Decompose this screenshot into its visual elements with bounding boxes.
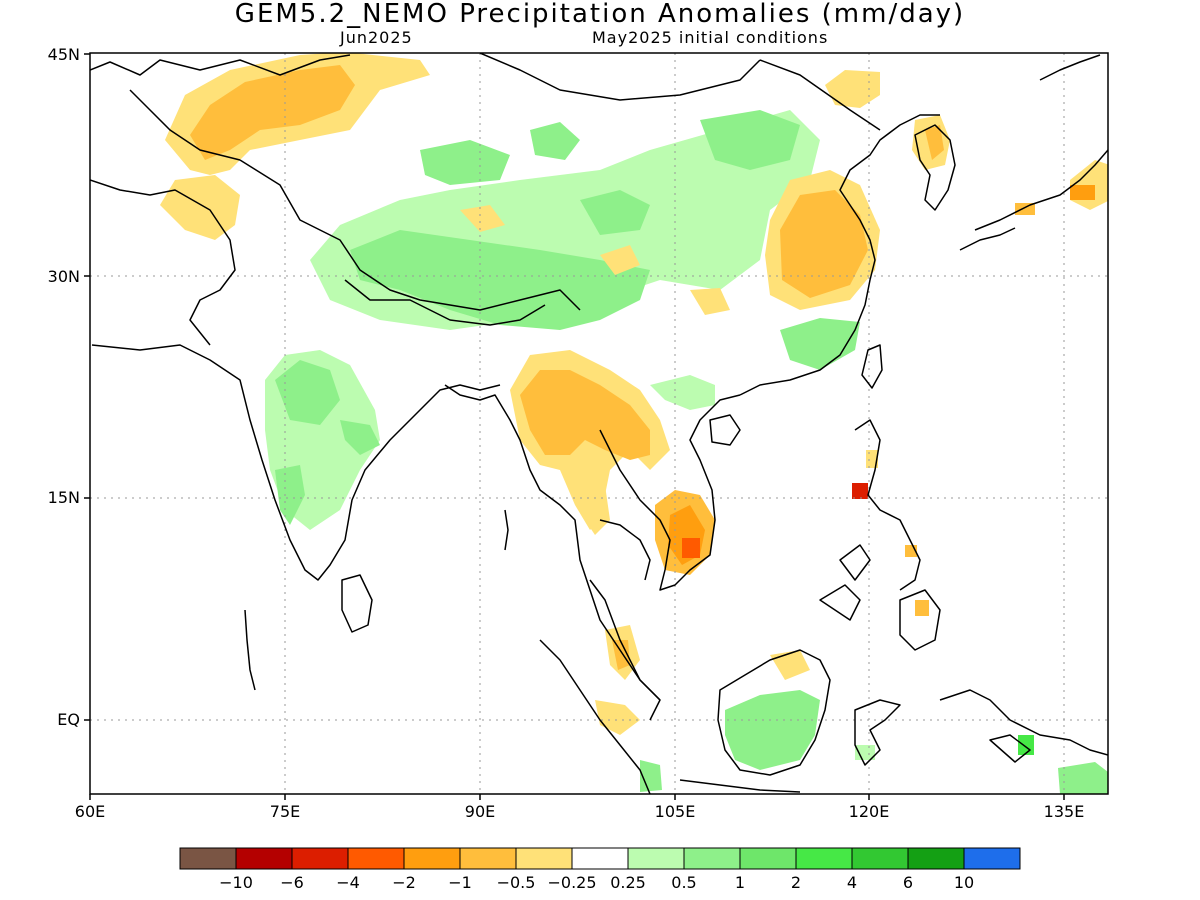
anomaly-field [160, 53, 1108, 794]
anomaly-borneo-wet [725, 690, 820, 770]
legend-label: 6 [903, 873, 913, 892]
legend-label: −2 [392, 873, 416, 892]
anomaly-india-wet-2 [275, 360, 340, 425]
legend-swatch [627, 847, 685, 870]
lon-label-120e: 120E [848, 802, 890, 821]
anomaly-vietnam-north-wet [650, 375, 715, 410]
lat-label-15n: 15N [47, 488, 80, 507]
legend-swatch [347, 847, 405, 870]
lon-label-75e: 75E [269, 802, 301, 821]
anomaly-luzon-core [852, 483, 868, 499]
anomaly-mindanao-dry [915, 600, 929, 616]
legend-swatch [571, 847, 629, 870]
anomaly-central-china-dry [600, 245, 640, 275]
legend-swatch [739, 847, 797, 870]
anomaly-korea-inner [925, 125, 944, 160]
map-frame [89, 52, 1109, 795]
anomaly-pakistan-west [160, 175, 240, 240]
forecast-month: Jun2025 [340, 28, 413, 47]
anomaly-central-china-dry-2 [690, 288, 730, 315]
anomaly-japan-core [1070, 185, 1095, 200]
legend-swatch [795, 847, 853, 870]
anomaly-malaysia-dry-2 [612, 640, 630, 670]
gridlines [90, 53, 1108, 794]
anomaly-east-indonesia-wet [1018, 735, 1034, 755]
anomaly-india-wet-4 [275, 465, 305, 525]
lat-label-45n: 45N [47, 45, 80, 64]
anomaly-luzon-dry [866, 450, 878, 468]
anomaly-tibet-dry-spot [460, 205, 505, 232]
legend-label: −10 [219, 873, 253, 892]
lon-label-105e: 105E [654, 802, 696, 821]
legend-label: −4 [336, 873, 360, 892]
anomaly-north-china-wet [700, 110, 800, 170]
legend-swatch [459, 847, 517, 870]
legend-swatch [851, 847, 909, 870]
lon-label-90e: 90E [464, 802, 496, 821]
chart-title: GEM5.2_NEMO Precipitation Anomalies (mm/… [234, 0, 966, 29]
lat-label-30n: 30N [47, 267, 80, 286]
color-legend: −10 −6 −4 −2 −1 −0.5 −0.25 0.25 0.5 1 2 4 6 10 [179, 847, 1021, 892]
axis-ticks [84, 53, 1065, 800]
legend-label: −1 [448, 873, 472, 892]
anomaly-sumatra-dry [595, 700, 640, 735]
legend-swatch [907, 847, 965, 870]
legend-swatch [683, 847, 741, 870]
lat-label-eq: EQ [57, 710, 80, 729]
legend-swatch [963, 847, 1021, 870]
anomaly-north-china-wet-2 [580, 190, 650, 235]
anomaly-indochina-inner [520, 370, 650, 460]
legend-label: −0.25 [547, 873, 596, 892]
legend-swatch [179, 847, 237, 870]
anomaly-mongolia-wet [530, 122, 580, 160]
legend-label: 2 [791, 873, 801, 892]
anomaly-india-wet-3 [340, 420, 380, 455]
anomaly-central-asia-inner [190, 65, 355, 160]
anomaly-tibet-wet-2 [420, 140, 510, 185]
legend-label: 1 [735, 873, 745, 892]
anomaly-south-china-wet [780, 318, 860, 370]
legend-swatch [515, 847, 573, 870]
anomaly-east-china-inner [780, 190, 868, 298]
anomaly-mongolia-dry [825, 70, 880, 108]
anomaly-new-guinea-wet [1058, 762, 1108, 794]
legend-swatch [235, 847, 293, 870]
anomaly-borneo-dry [770, 650, 810, 680]
initial-conditions: May2025 initial conditions [592, 28, 829, 47]
coastlines [90, 53, 1108, 794]
anomaly-japan-dry-2 [1015, 203, 1035, 215]
anomaly-south-vietnam-core [682, 538, 700, 558]
legend-label: −6 [280, 873, 304, 892]
legend-label: 10 [954, 873, 974, 892]
legend-label: 4 [847, 873, 857, 892]
legend-label: 0.25 [610, 873, 646, 892]
legend-swatch [291, 847, 349, 870]
lon-label-135e: 135E [1043, 802, 1085, 821]
legend-swatch [403, 847, 461, 870]
lon-label-60e: 60E [74, 802, 106, 821]
legend-label: −0.5 [497, 873, 536, 892]
legend-label: 0.5 [671, 873, 696, 892]
